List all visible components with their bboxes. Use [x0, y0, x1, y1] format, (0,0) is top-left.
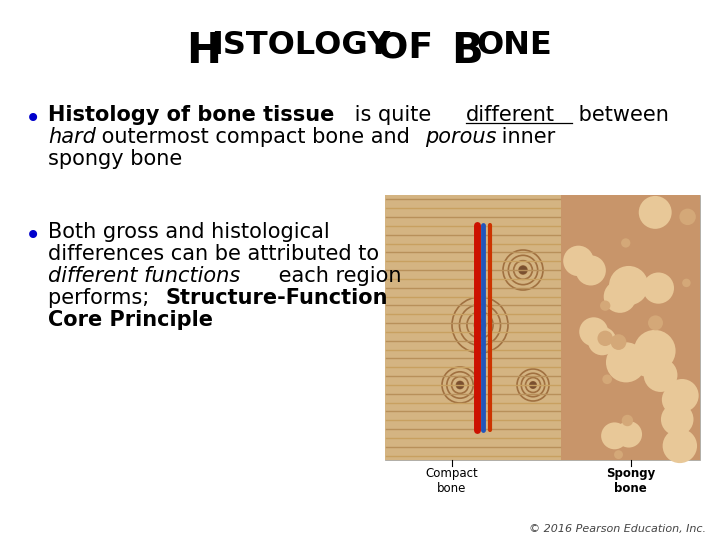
- Text: ISTOLOGY: ISTOLOGY: [211, 30, 390, 61]
- Circle shape: [576, 255, 606, 286]
- Text: between: between: [572, 105, 669, 125]
- Circle shape: [603, 374, 612, 384]
- Circle shape: [519, 266, 526, 274]
- Text: is quite: is quite: [348, 105, 438, 125]
- Circle shape: [603, 280, 636, 313]
- Text: B: B: [451, 30, 483, 72]
- Text: Histology of bone tissue: Histology of bone tissue: [48, 105, 334, 125]
- Text: Compact
bone: Compact bone: [426, 467, 478, 495]
- Text: Structure-Function: Structure-Function: [166, 288, 388, 308]
- Text: spongy bone: spongy bone: [48, 149, 182, 169]
- Circle shape: [475, 320, 485, 330]
- Circle shape: [680, 208, 696, 225]
- Circle shape: [621, 238, 631, 248]
- Circle shape: [643, 273, 674, 303]
- Text: OF: OF: [364, 30, 446, 64]
- Text: H: H: [186, 30, 221, 72]
- Text: •: •: [25, 105, 41, 133]
- Circle shape: [530, 382, 536, 388]
- Circle shape: [614, 450, 623, 459]
- Circle shape: [665, 379, 698, 412]
- Circle shape: [606, 342, 646, 382]
- Text: ONE: ONE: [476, 30, 552, 61]
- Circle shape: [639, 196, 672, 229]
- Text: hard: hard: [48, 127, 96, 147]
- Text: outermost compact bone and: outermost compact bone and: [95, 127, 417, 147]
- Text: performs;: performs;: [48, 288, 156, 308]
- Text: •: •: [25, 222, 41, 250]
- Text: different: different: [466, 105, 554, 125]
- Text: differences can be attributed to: differences can be attributed to: [48, 244, 379, 264]
- Circle shape: [621, 415, 633, 426]
- Text: Both gross and histological: Both gross and histological: [48, 222, 330, 242]
- Text: inner: inner: [495, 127, 556, 147]
- Bar: [562, 195, 700, 460]
- Text: © 2016 Pearson Education, Inc.: © 2016 Pearson Education, Inc.: [529, 524, 706, 534]
- Circle shape: [598, 330, 613, 346]
- Circle shape: [611, 334, 626, 350]
- Text: Core Principle: Core Principle: [48, 310, 213, 330]
- Circle shape: [588, 327, 616, 355]
- Text: different functions: different functions: [48, 266, 240, 286]
- Circle shape: [616, 421, 642, 448]
- Circle shape: [634, 330, 675, 372]
- Bar: [385, 195, 700, 460]
- Circle shape: [601, 422, 628, 449]
- Circle shape: [661, 403, 693, 436]
- Circle shape: [600, 300, 611, 311]
- Circle shape: [563, 246, 594, 276]
- Circle shape: [662, 429, 697, 463]
- Circle shape: [648, 315, 663, 330]
- Circle shape: [682, 279, 690, 287]
- Circle shape: [456, 382, 463, 388]
- Text: porous: porous: [425, 127, 496, 147]
- Circle shape: [579, 318, 608, 346]
- Bar: [385, 195, 562, 460]
- Circle shape: [632, 346, 663, 377]
- Circle shape: [662, 384, 693, 415]
- Text: Spongy
bone: Spongy bone: [606, 467, 655, 495]
- Circle shape: [609, 266, 648, 305]
- Text: each region: each region: [271, 266, 401, 286]
- Circle shape: [644, 358, 678, 392]
